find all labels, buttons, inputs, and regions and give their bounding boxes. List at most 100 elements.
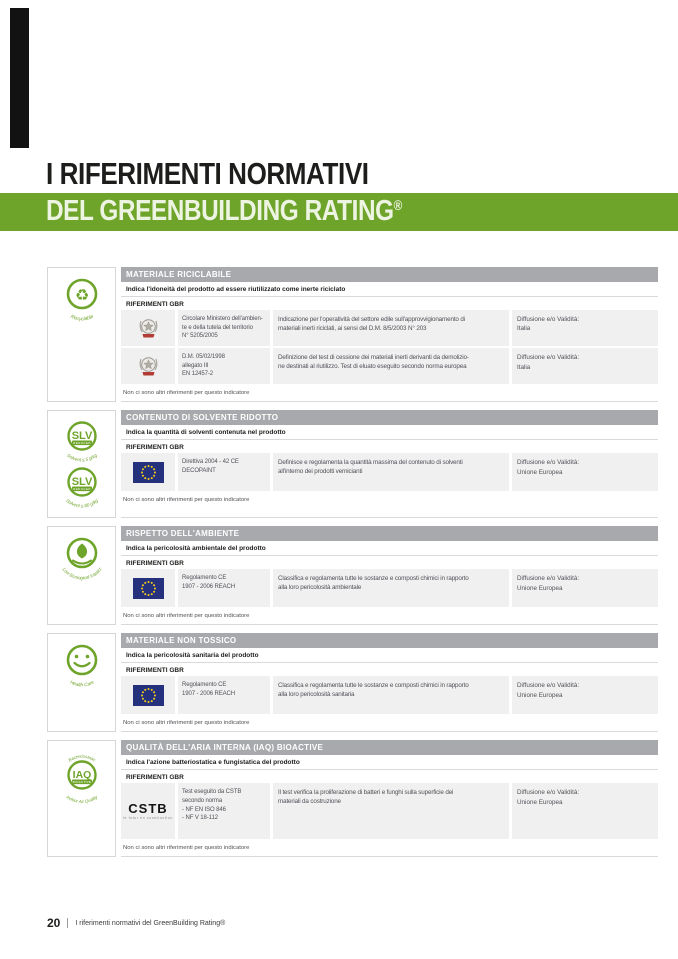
slv-badge: REDUCED <box>73 441 91 445</box>
section-materiale-riciclabile: ♻ Recyclable MATERIALE RICICLABILE Indic… <box>47 267 658 403</box>
indicator-header: MATERIALE NON TOSSICO <box>121 633 658 649</box>
indicator-header: RISPETTO DELL'AMBIENTE <box>121 526 658 542</box>
reference-row: Circolare Ministero dell'ambien- te e de… <box>121 310 658 347</box>
reference-title: Regolamento CE 1907 - 2006 REACH <box>178 569 270 608</box>
page-subtitle-text: DEL GREENBUILDING RATING <box>46 195 394 227</box>
reference-validity: Diffusione e/o Validità: Italia <box>512 310 658 347</box>
cstb-text: CSTB <box>128 801 168 817</box>
indicator-description: Indica la pericolosità ambientale del pr… <box>121 541 658 557</box>
iaq-text: IAQ <box>72 769 91 781</box>
page-edge-tab <box>10 8 29 148</box>
no-other-references-note: Non ci sono altri riferimenti per questo… <box>123 613 250 620</box>
svg-text:Bacteriostatic: Bacteriostatic <box>67 754 97 764</box>
reference-row: Direttiva 2004 - 42 CE DECOPAINT Definis… <box>121 453 658 492</box>
reference-validity: Diffusione e/o Validità: Unione Europea <box>512 783 658 840</box>
italy-emblem-icon <box>121 348 175 385</box>
cstb-logo: CSTB le futur en construction <box>121 783 175 840</box>
iaq-bottom-caption: Indoor Air Quality <box>65 794 99 804</box>
registered-mark: ® <box>393 197 403 213</box>
reference-detail: Indicazione per l'operatività del settor… <box>273 310 509 347</box>
validity-label: Diffusione e/o Validità: <box>517 682 580 690</box>
health-care-icon: Health Care <box>66 644 97 689</box>
svg-text:Solvent ≤ 80 g/kg: Solvent ≤ 80 g/kg <box>65 498 99 509</box>
reference-row: D.M. 05/02/1998 allegato III EN 12457-2 … <box>121 348 658 385</box>
iaq-badge: BIOACTIVE <box>72 780 91 784</box>
slv-5-caption: Solvent ≤ 5 g/kg <box>66 453 98 463</box>
validity-label: Diffusione e/o Validità: <box>517 789 580 797</box>
section-qualita-aria-interna: Bacteriostatic IAQ BIOACTIVE Indoor Air … <box>47 740 658 858</box>
reference-title: Regolamento CE 1907 - 2006 REACH <box>178 676 270 715</box>
italy-emblem-icon <box>121 310 175 347</box>
reference-validity: Diffusione e/o Validità: Italia <box>512 348 658 385</box>
section-rispetto-ambiente: Low Ecological Impact RISPETTO DELL'AMBI… <box>47 526 658 626</box>
eco-caption: Low Ecological Impact <box>61 566 102 580</box>
indicator-icon-cell: SLV REDUCED Solvent ≤ 5 g/kg SLV REDUCED… <box>47 410 116 519</box>
reference-row: CSTB le futur en construction Test esegu… <box>121 783 658 840</box>
validity-value: Unione Europea <box>517 584 563 592</box>
reference-row: Regolamento CE 1907 - 2006 REACH Classif… <box>121 676 658 715</box>
indicator-description: Indica l'idoneità del prodotto ad essere… <box>121 282 658 297</box>
svg-text:Indoor Air Quality: Indoor Air Quality <box>65 794 99 804</box>
indicator-header: QUALITÀ DELL'ARIA INTERNA (IAQ) BIOACTIV… <box>121 740 658 756</box>
indicator-header: CONTENUTO DI SOLVENTE RIDOTTO <box>121 410 658 426</box>
reference-title: Direttiva 2004 - 42 CE DECOPAINT <box>178 453 270 492</box>
indicator-description: Indica la pericolosità sanitaria del pro… <box>121 648 658 664</box>
reference-title: Test eseguito da CSTB secondo norma - NF… <box>178 783 270 840</box>
indicator-description: Indica l'azione batteriostatica e fungis… <box>121 755 658 771</box>
slv-text: SLV <box>71 430 92 442</box>
eu-flag-icon <box>121 676 175 715</box>
recyclable-icon: ♻ Recyclable <box>66 278 97 323</box>
page-title: I RIFERIMENTI NORMATIVI <box>46 156 369 191</box>
iaq-bioactive-icon: Bacteriostatic IAQ BIOACTIVE Indoor Air … <box>65 754 99 804</box>
riferimenti-gbr-label: RIFERIMENTI GBR <box>126 443 184 451</box>
reference-validity: Diffusione e/o Validità: Unione Europea <box>512 569 658 608</box>
indicator-header: MATERIALE RICICLABILE <box>121 267 658 282</box>
low-ecological-impact-icon: Low Ecological Impact <box>61 537 102 581</box>
indicator-icon-cell: Health Care <box>47 633 116 733</box>
slv-reduced-80-icon: SLV REDUCED Solvent ≤ 80 g/kg <box>65 467 99 509</box>
no-other-references-note: Non ci sono altri riferimenti per questo… <box>123 497 250 504</box>
validity-value: Unione Europea <box>517 468 563 476</box>
svg-text:Health Care: Health Care <box>68 680 95 689</box>
indicator-icon-cell: ♻ Recyclable <box>47 267 116 403</box>
reference-title: Circolare Ministero dell'ambien- te e de… <box>178 310 270 347</box>
no-other-references-note: Non ci sono altri riferimenti per questo… <box>123 720 250 727</box>
svg-text:Low Ecological Impact: Low Ecological Impact <box>61 566 102 580</box>
section-contenuto-solvente-ridotto: SLV REDUCED Solvent ≤ 5 g/kg SLV REDUCED… <box>47 410 658 519</box>
riferimenti-gbr-label: RIFERIMENTI GBR <box>126 666 184 674</box>
page-footer: 20 I riferimenti normativi del GreenBuil… <box>47 916 225 930</box>
reference-detail: Classifica e regolamenta tutte le sostan… <box>273 676 509 715</box>
reference-detail: Classifica e regolamenta tutte le sostan… <box>273 569 509 608</box>
reference-row: Regolamento CE 1907 - 2006 REACH Classif… <box>121 569 658 608</box>
no-other-references-note: Non ci sono altri riferimenti per questo… <box>123 390 250 397</box>
no-other-references-note: Non ci sono altri riferimenti per questo… <box>123 845 250 852</box>
validity-value: Italia <box>517 363 531 371</box>
reference-detail: Definizione del test di cessione dei mat… <box>273 348 509 385</box>
slv-text: SLV <box>71 476 92 488</box>
indicator-tables: ♻ Recyclable MATERIALE RICICLABILE Indic… <box>47 267 658 865</box>
page-number: 20 <box>47 916 61 930</box>
validity-label: Diffusione e/o Validità: <box>517 459 580 467</box>
reference-validity: Diffusione e/o Validità: Unione Europea <box>512 676 658 715</box>
validity-label: Diffusione e/o Validità: <box>517 316 580 323</box>
slv-80-caption: Solvent ≤ 80 g/kg <box>65 498 99 509</box>
footer-text: I riferimenti normativi del GreenBuildin… <box>75 919 226 927</box>
validity-label: Diffusione e/o Validità: <box>517 354 580 362</box>
health-caption: Health Care <box>68 680 95 689</box>
slv-badge: REDUCED <box>73 487 91 491</box>
reference-detail: Definisce e regolamenta la quantità mass… <box>273 453 509 492</box>
validity-value: Unione Europea <box>517 798 563 806</box>
footer-divider <box>67 918 69 928</box>
riferimenti-gbr-label: RIFERIMENTI GBR <box>126 773 184 781</box>
svg-text:♻: ♻ <box>74 286 88 305</box>
page-subtitle: DEL GREENBUILDING RATING® <box>46 195 402 228</box>
validity-value: Unione Europea <box>517 691 563 699</box>
riferimenti-gbr-label: RIFERIMENTI GBR <box>126 300 184 308</box>
indicator-description: Indica la quantità di solventi contenuta… <box>121 425 658 441</box>
validity-value: Italia <box>517 325 531 333</box>
reference-detail: Il test verifica la proliferazione di ba… <box>273 783 509 840</box>
svg-text:Solvent ≤ 5 g/kg: Solvent ≤ 5 g/kg <box>66 453 98 463</box>
cstb-tagline: le futur en construction <box>123 816 173 821</box>
validity-label: Diffusione e/o Validità: <box>517 575 580 583</box>
svg-text:Recyclable: Recyclable <box>69 314 94 323</box>
